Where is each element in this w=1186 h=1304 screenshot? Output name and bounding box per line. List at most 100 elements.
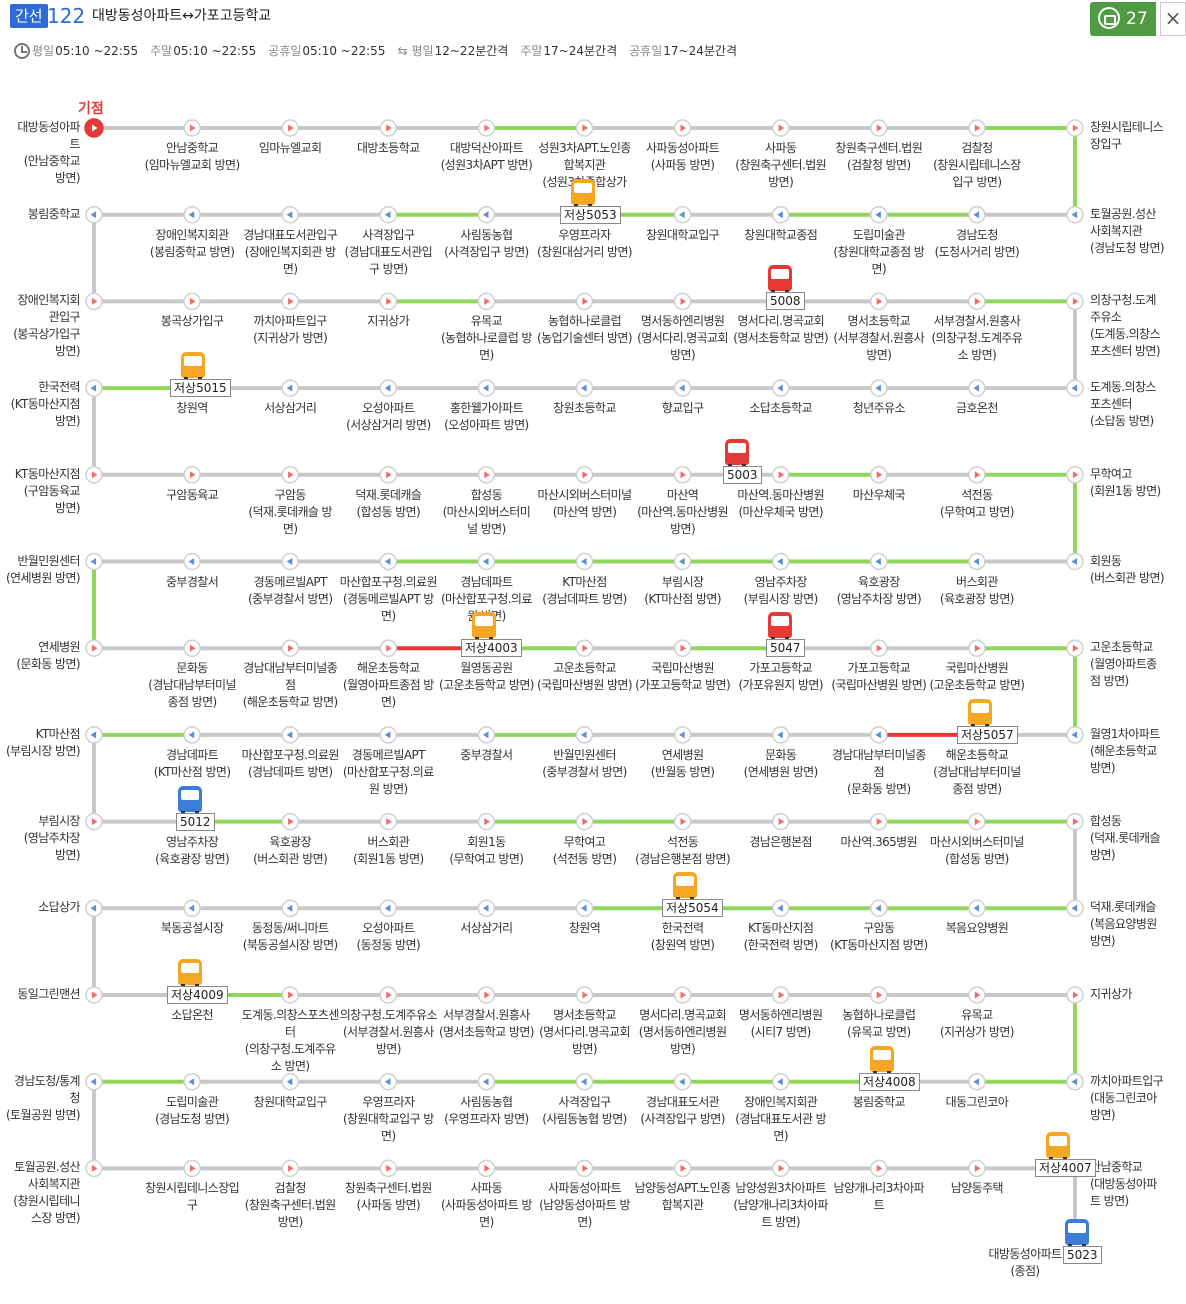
stop-label[interactable]: 동정동/써니마트 (북동공설시장 방면): [242, 921, 339, 953]
side-stop-label-left[interactable]: 동일그린맨션: [17, 987, 80, 1001]
stop-label[interactable]: 대방덕산아파트 (성원3차APT 방면): [440, 141, 533, 172]
close-button[interactable]: ×: [1160, 2, 1186, 36]
stop-label[interactable]: 해운초등학교 (월영아파트종점 방 면): [342, 661, 434, 710]
stop-label[interactable]: 사격장입구 (사림동농협 방면): [542, 1094, 627, 1126]
stop-label[interactable]: 사파동 (창원축구센터.법원 방면): [735, 141, 827, 189]
stop-label[interactable]: 중부경찰서: [165, 574, 219, 589]
stop-label[interactable]: 홍한웰가아파트 (오성아파트 방면): [444, 401, 529, 433]
stop-label[interactable]: 구암동 (덕재.롯데캐슬 방면): [248, 487, 332, 536]
bus-plate-tag[interactable]: 5047: [766, 639, 805, 658]
stop-label[interactable]: 창원역: [176, 401, 208, 416]
stop-label[interactable]: 창원축구센터.법원 (검찰청 방면): [835, 141, 923, 172]
stop-label[interactable]: 경동메르빌APT (마산합포구청.의료 원 방면): [342, 747, 434, 796]
side-stop-label-left[interactable]: 소답상가: [38, 900, 80, 915]
stop-label[interactable]: 서상삼거리: [264, 401, 317, 416]
stop-label[interactable]: 농협하나로클럽 (농업기술센터 방면): [537, 314, 633, 346]
stop-label[interactable]: 우영프라자 (창원대학교입구 방 면): [342, 1094, 434, 1143]
stop-label[interactable]: 남양동성APT.노인종 합복지관: [634, 1181, 731, 1213]
side-stop-label-left[interactable]: 토월공원.성산 사회복지관 (창원시립테니 스장 방면): [13, 1160, 80, 1226]
stop-label[interactable]: 명서초등학교 (명서다리.명곡교회 방면): [539, 1008, 630, 1056]
stop-label[interactable]: 대동그린코아: [945, 1094, 1009, 1109]
stop-label[interactable]: 버스회관 (육호광장 방면): [939, 574, 1015, 606]
side-stop-label-right[interactable]: 도계동.의창스 포츠센터 (소답동 방면): [1090, 380, 1156, 429]
stop-label[interactable]: 청년주유소: [852, 401, 906, 416]
stop-label[interactable]: 문화동 (연세병원 방면): [743, 747, 819, 779]
stop-label[interactable]: 남양동주택: [950, 1181, 1004, 1196]
stop-label[interactable]: 임마뉴엘교회: [258, 141, 322, 155]
bus-plate-tag[interactable]: 저상4007: [1035, 1159, 1096, 1178]
stop-label[interactable]: 마산역.365병원: [840, 834, 918, 849]
stop-label[interactable]: 경남대표도서관입구 (장애인복지회관 방 면): [243, 227, 338, 276]
bus-plate-tag[interactable]: 5008: [766, 292, 805, 311]
bus-plate-tag[interactable]: 5023: [1063, 1246, 1102, 1265]
stop-label[interactable]: 석전동 (경남은행본점 방면): [635, 834, 731, 866]
side-stop-label-left[interactable]: KT동마산지점 (구암동육교 방면): [14, 466, 81, 515]
bus-plate-tag[interactable]: 5003: [723, 465, 762, 484]
stop-label[interactable]: 마산역.동마산병원 (마산우체국 방면): [737, 487, 825, 519]
stop-label[interactable]: 육호광장 (버스회관 방면): [253, 834, 328, 866]
stop-label[interactable]: 경동메르빌APT (중부경찰서 방면): [247, 574, 333, 606]
side-stop-label-right[interactable]: 까치아파트입구 (대동그린코아 방면): [1090, 1073, 1164, 1122]
stop-label[interactable]: 구암동 (KT동마산지점 방면): [830, 921, 928, 953]
side-stop-label-left[interactable]: 봉림중학교: [27, 206, 81, 221]
stop-label[interactable]: 창원역: [568, 921, 601, 936]
stop-label[interactable]: 사파동성아파트 (사파동 방면): [646, 141, 720, 172]
stop-label[interactable]: 장애인복지회관 (경남대표도서관 방 면): [735, 1094, 827, 1143]
stop-label[interactable]: 북동공설시장: [160, 921, 224, 936]
stop-label[interactable]: 경남대표도서관 (사격장입구 방면): [640, 1094, 725, 1126]
side-stop-label-left[interactable]: 반월민원센터 (연세병원 방면): [5, 553, 81, 585]
stop-label[interactable]: 경남데파트 (KT마산점 방면): [153, 747, 231, 779]
bus-icon[interactable]: [768, 265, 792, 295]
stop-label[interactable]: 남양개나리3차아파 트: [833, 1181, 925, 1213]
stop-label[interactable]: 성원3차APT.노인종 합복지관 (성원3차종합상가 앞): [538, 141, 631, 206]
stop-label[interactable]: 석전동 (무학여고 방면): [939, 487, 1015, 519]
stop-label[interactable]: 창원초등학교: [553, 401, 616, 416]
side-stop-label-left[interactable]: 대방동성아파 트 (안남중학교 방면): [17, 120, 80, 185]
stop-label[interactable]: 남양성원3차아파트 (남양개나리3차아파 트 방면): [733, 1181, 828, 1230]
stop-label[interactable]: 검찰청 (창원시립테니스장 입구 방면): [933, 141, 1021, 189]
stop-label[interactable]: 경남대남부터미널종 점 (문화동 방면): [831, 747, 927, 796]
stop-label[interactable]: 창원시립테니스장입 구: [145, 1181, 240, 1213]
side-stop-label-left[interactable]: 한국전력 (KT동마산지점 방면): [10, 380, 81, 429]
stop-label[interactable]: 무학여고 (석전동 방면): [552, 834, 617, 866]
side-stop-label-left[interactable]: 연세병원 (문화동 방면): [16, 640, 80, 672]
stop-label[interactable]: 합성동 (마산시외버스터미 널 방면): [442, 487, 531, 536]
stop-label[interactable]: 명서다리.명곡교회 (명서동하엔리병원 방면): [638, 1008, 727, 1056]
stop-label[interactable]: 고운초등학교 (국립마산병원 방면): [537, 661, 633, 693]
stop-label[interactable]: 명서동하엔리병원 (명서다리.명곡교회 방면): [637, 314, 728, 363]
stop-label[interactable]: 오성아파트 (동정동 방면): [356, 921, 421, 953]
side-stop-label-right[interactable]: 덕재.롯데캐슬 (복음요양병원 방면): [1090, 900, 1157, 949]
bus-plate-tag[interactable]: 저상5015: [170, 379, 231, 398]
side-stop-label-right[interactable]: 토월공원.성산 사회복지관 (경남도청 방면): [1090, 206, 1165, 255]
stop-label[interactable]: 복음요양병원: [945, 921, 1009, 936]
stop-label[interactable]: 육호광장 (영남주차장 방면): [836, 574, 922, 606]
stop-label[interactable]: 대방초등학교: [356, 141, 420, 155]
bus-plate-tag[interactable]: 저상5053: [560, 205, 621, 224]
stop-label[interactable]: 유목교 (지귀상가 방면): [939, 1008, 1015, 1039]
side-stop-label-right[interactable]: 고운초등학교 (월영아파트종 점 방면): [1090, 640, 1157, 689]
stop-label[interactable]: 서부경찰서.원흥사 (의창구청.도계주유 소 방면): [931, 314, 1023, 363]
stop-label[interactable]: 한국전력 (창원역 방면): [650, 921, 715, 953]
stop-label[interactable]: 유목교 (농협하나로클럽 방 면): [440, 314, 532, 363]
bus-icon[interactable]: [768, 612, 792, 642]
stop-label[interactable]: 장애인복지회관 (봉림중학교 방면): [149, 227, 235, 259]
side-stop-label-right[interactable]: 안남중학교 (대방동성아파 트 방면): [1090, 1160, 1157, 1209]
stop-label[interactable]: 향교입구: [661, 401, 704, 416]
stop-label[interactable]: 도립미술관 (창원대학교종점 방 면): [833, 227, 925, 276]
side-stop-label-right[interactable]: 회원동 (버스회관 방면): [1090, 553, 1165, 585]
bus-icon[interactable]: [571, 178, 595, 208]
bus-icon[interactable]: [1065, 1219, 1089, 1249]
stop-label[interactable]: 사파동 (사파동성아파트 방 면): [440, 1181, 532, 1230]
stop-label[interactable]: 마산시외버스터미널 (합성동 방면): [929, 834, 1025, 866]
stop-label[interactable]: 명서다리.명곡교회 (명서초등학교 방면): [733, 314, 829, 346]
side-stop-label-left[interactable]: KT마산점 (부림시장 방면): [5, 726, 81, 758]
side-stop-label-right[interactable]: 의창구청.도계 주유소 (도계동.의창스 포츠센터 방면): [1090, 293, 1161, 359]
bus-icon[interactable]: [673, 872, 697, 902]
bus-icon[interactable]: [725, 438, 749, 468]
stop-label[interactable]: 마산합포구청.의료원 (경남데파트 방면): [241, 747, 340, 779]
stop-label[interactable]: 해운초등학교 (경남대남부터미널 종점 방면): [933, 747, 1021, 796]
stop-label[interactable]: 국립마산병원 (가포고등학교 방면): [635, 661, 731, 693]
stop-label[interactable]: 버스회관 (회원1동 방면): [352, 834, 424, 866]
stop-label[interactable]: 창원대학교입구: [253, 1094, 328, 1109]
bus-plate-tag[interactable]: 저상4008: [859, 1072, 920, 1091]
